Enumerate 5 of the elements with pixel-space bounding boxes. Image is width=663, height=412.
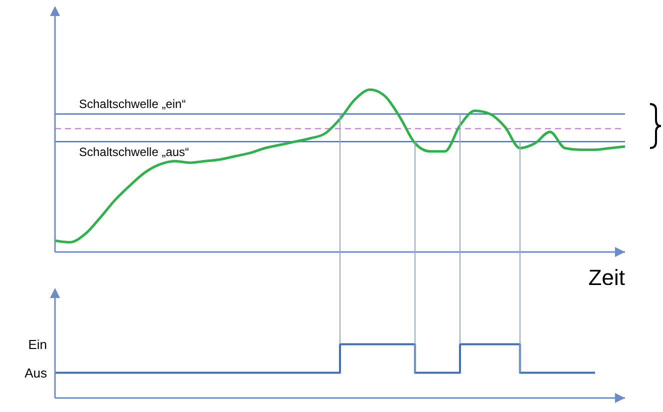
ref-line-label: Schaltschwelle „ein“ — [79, 97, 186, 112]
x-axis-title: Zeit — [588, 265, 625, 290]
text: Aus — [24, 365, 48, 380]
text: Ein — [28, 336, 47, 352]
ref-line-label: Schaltschwelle „aus“ — [79, 145, 190, 160]
